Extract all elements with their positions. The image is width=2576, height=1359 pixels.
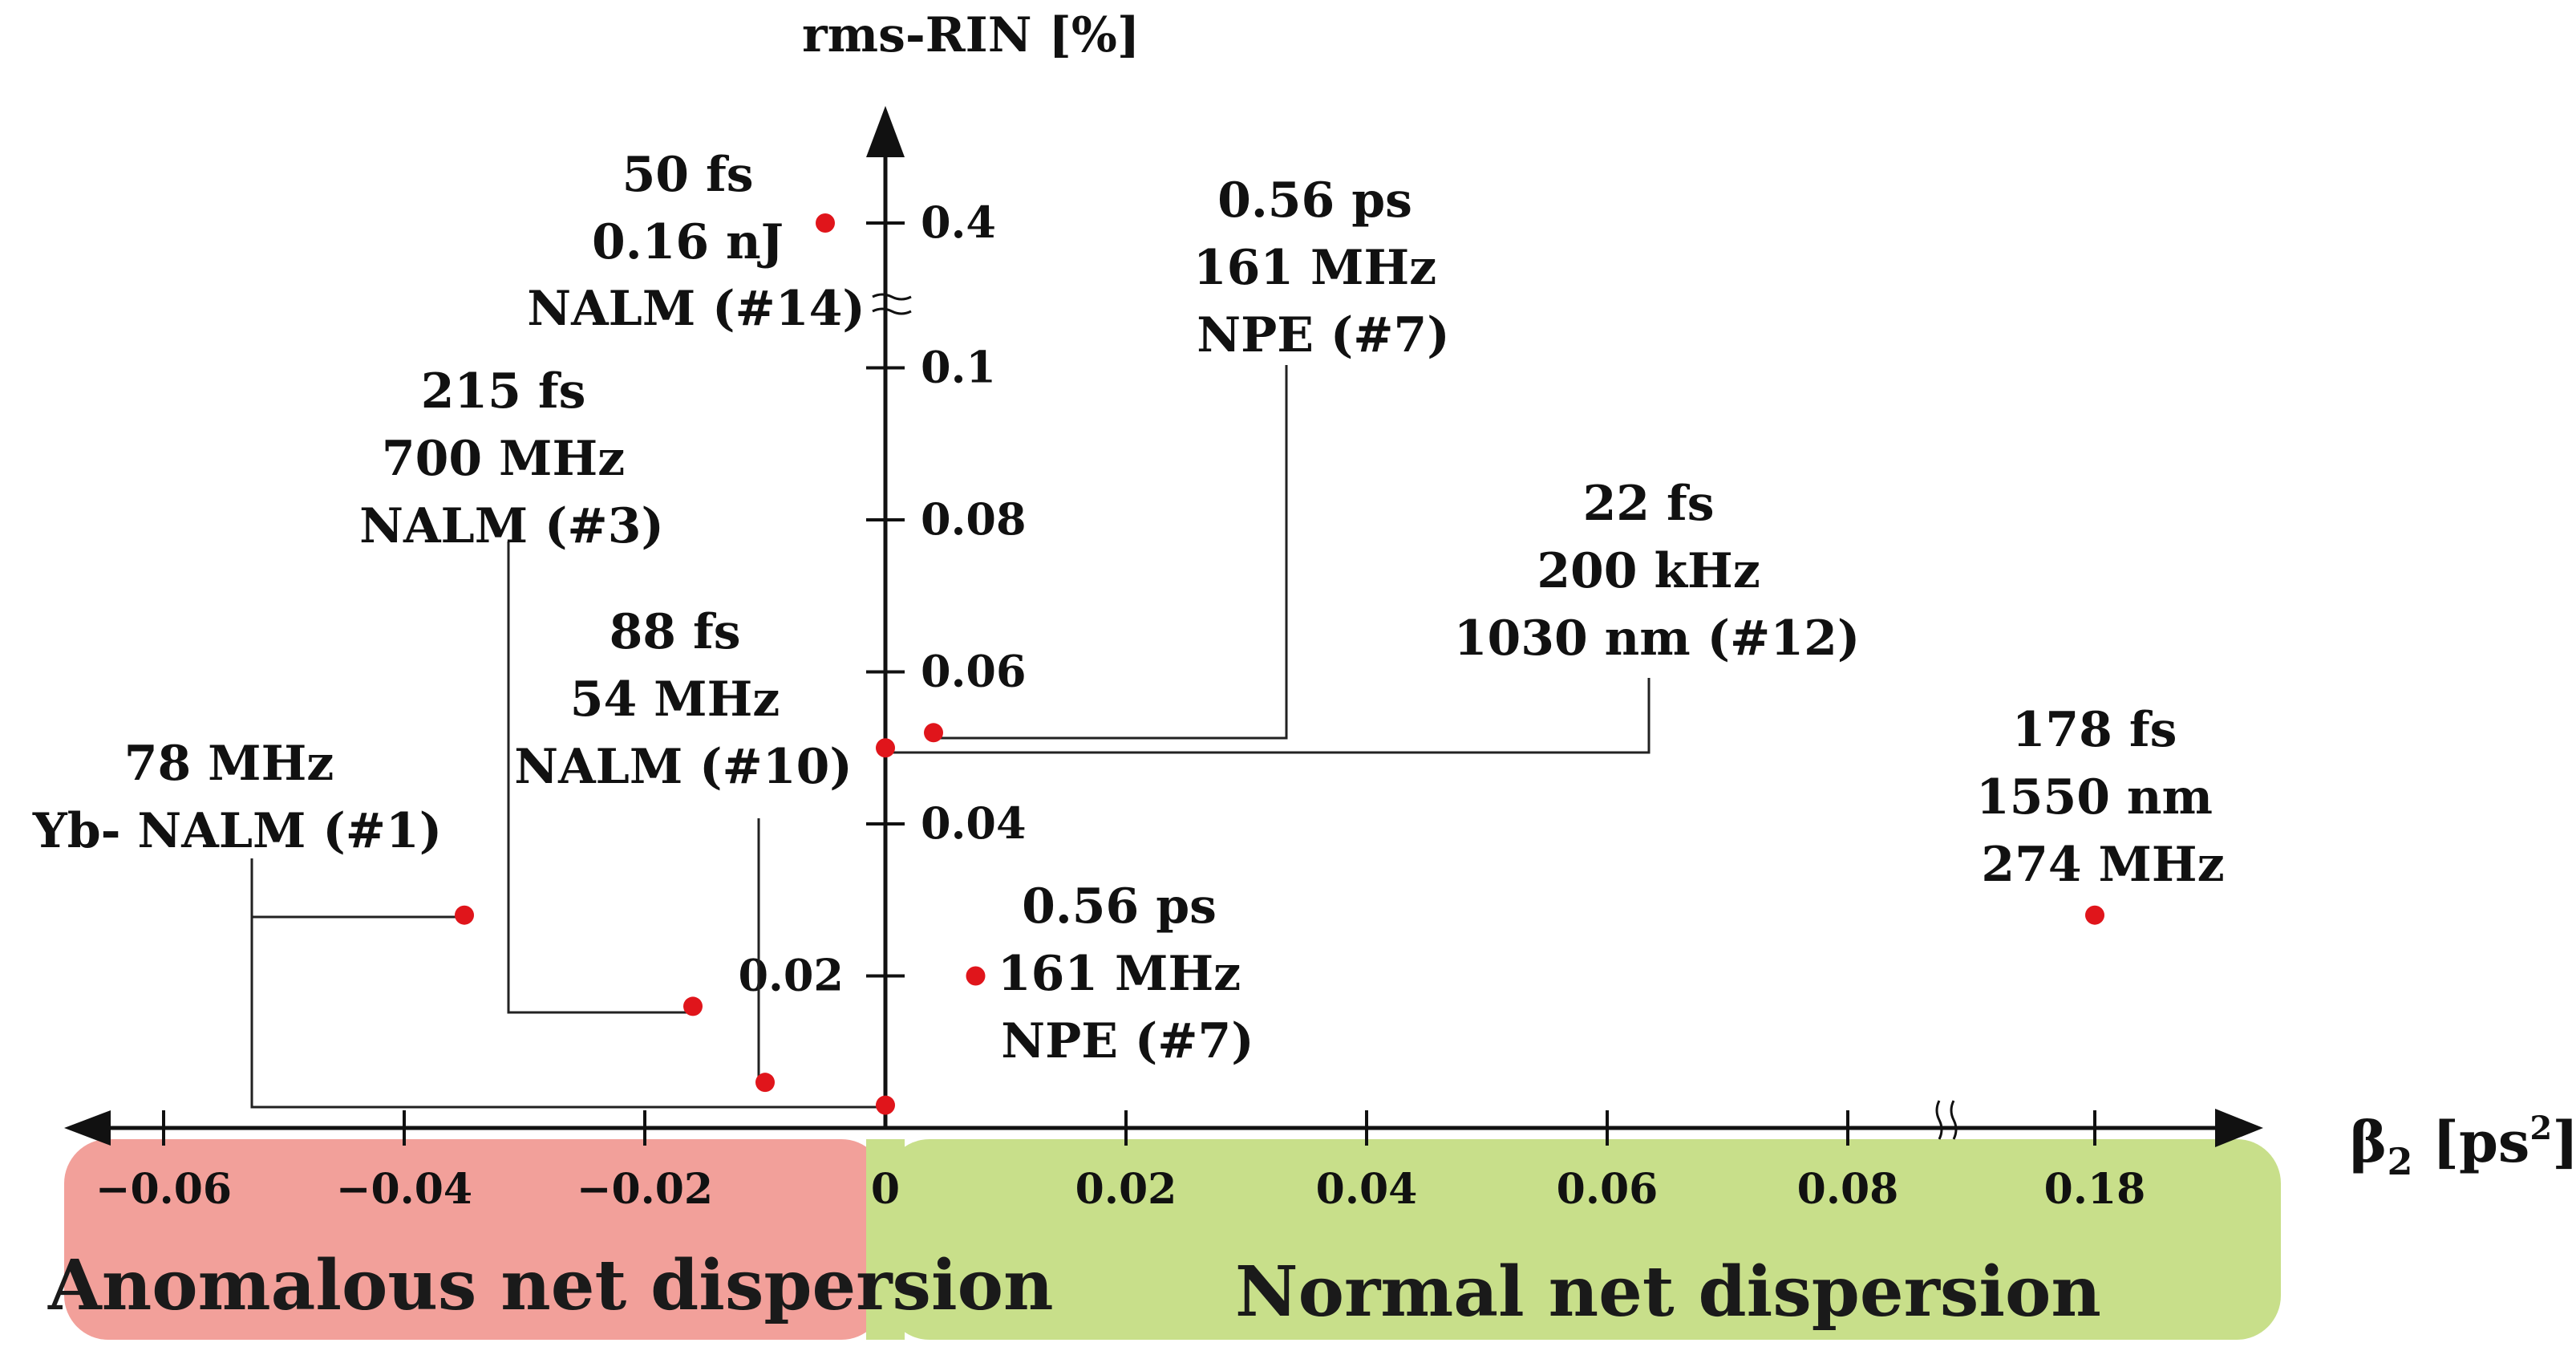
annotation-p1: 78 MHz Yb- NALM (#1) bbox=[32, 736, 442, 859]
leader-lines bbox=[250, 365, 1651, 1109]
x-axis-break-icon bbox=[1935, 1100, 1958, 1140]
x-axis-arrow-left bbox=[64, 1110, 111, 1146]
region-joint bbox=[866, 1139, 905, 1340]
x-tick-label: 0.06 bbox=[1557, 1165, 1659, 1214]
x-axis-title-subscript: 2 bbox=[2387, 1140, 2412, 1183]
x-tick-label: −0.04 bbox=[336, 1165, 472, 1214]
y-tick-label: 0.08 bbox=[921, 493, 1027, 545]
data-points bbox=[455, 213, 2104, 1115]
y-axis-arrow-up bbox=[866, 106, 905, 157]
annotation-p3-line1: 88 fs bbox=[610, 604, 741, 660]
x-axis-arrow-right bbox=[2215, 1109, 2263, 1147]
annotation-p2-line1: 215 fs bbox=[421, 363, 586, 420]
axes bbox=[64, 106, 2263, 1147]
x-tick-label: −0.02 bbox=[577, 1165, 713, 1214]
annotation-p0: 50 fs 0.16 nJ NALM (#14) bbox=[527, 147, 865, 337]
axis-ticks: −0.06 −0.04 −0.02 0 0.02 0.04 0.06 0.08 0.18 0.02… bbox=[95, 197, 2145, 1214]
x-axis-title-symbol: β bbox=[2350, 1109, 2387, 1175]
x-axis-title-close: ] bbox=[2552, 1109, 2576, 1175]
data-point bbox=[816, 213, 835, 233]
annotation-p8-line3: 274 MHz bbox=[1981, 837, 2224, 893]
x-tick-label: 0.04 bbox=[1316, 1165, 1418, 1214]
annotation-p0-line1: 50 fs bbox=[622, 147, 754, 203]
x-tick-label: −0.06 bbox=[95, 1165, 232, 1214]
annotation-p7: 0.56 ps 161 MHz NPE (#7) bbox=[998, 878, 1258, 1069]
normal-region-label: Normal net dispersion bbox=[1235, 1251, 2101, 1333]
annotation-p8-line1: 178 fs bbox=[2012, 702, 2177, 758]
normal-region bbox=[885, 1139, 2281, 1340]
annotation-p0-line3: NALM (#14) bbox=[527, 281, 865, 337]
dispersion-regions: Anomalous net dispersion Normal net disp… bbox=[47, 1139, 2281, 1340]
annotation-p1-line2: Yb- NALM (#1) bbox=[32, 803, 442, 859]
annotation-p2: 215 fs 700 MHz NALM (#3) bbox=[359, 363, 664, 554]
annotation-p0-line2: 0.16 nJ bbox=[592, 214, 784, 270]
annotation-p7-line2: 161 MHz bbox=[998, 946, 1241, 1002]
data-point bbox=[2085, 905, 2104, 925]
annotation-p3-line2: 54 MHz bbox=[570, 671, 780, 728]
annotation-p5-line1: 22 fs bbox=[1583, 476, 1715, 532]
leader-line-p5 bbox=[929, 365, 1288, 740]
annotation-p2-line2: 700 MHz bbox=[382, 431, 625, 487]
annotations: 50 fs 0.16 nJ NALM (#14) 78 MHz Yb- NALM… bbox=[32, 147, 2230, 1069]
x-axis-title-unit: [ps bbox=[2413, 1109, 2530, 1175]
data-point bbox=[683, 996, 703, 1016]
annotation-p6-line1: 0.56 ps bbox=[1217, 172, 1412, 229]
data-point bbox=[966, 966, 986, 986]
x-tick-label: 0.02 bbox=[1075, 1165, 1177, 1214]
data-point bbox=[924, 723, 943, 743]
annotation-p7-line3: NPE (#7) bbox=[1001, 1013, 1254, 1069]
annotation-p6-line2: 161 MHz bbox=[1193, 240, 1436, 296]
annotation-p5-line3: 1030 nm (#12) bbox=[1454, 611, 1860, 667]
annotation-p1-line1: 78 MHz bbox=[124, 736, 334, 792]
x-tick-label: 0.18 bbox=[2044, 1165, 2146, 1214]
y-tick-label: 0.02 bbox=[738, 950, 844, 1001]
x-tick-label: 0 bbox=[871, 1165, 900, 1214]
y-tick-label: 0.1 bbox=[921, 342, 996, 393]
x-tick-label: 0.08 bbox=[1797, 1165, 1899, 1214]
annotation-p8-line2: 1550 nm bbox=[1976, 769, 2213, 826]
leader-line-p3 bbox=[507, 542, 691, 1014]
anomalous-region bbox=[64, 1139, 885, 1340]
annotation-p2-line3: NALM (#3) bbox=[359, 498, 664, 554]
data-point bbox=[455, 905, 474, 925]
y-axis-title: rms-RIN [%] bbox=[802, 7, 1140, 63]
annotation-p3: 88 fs 54 MHz NALM (#10) bbox=[514, 604, 852, 795]
leader-line-p2 bbox=[250, 858, 885, 1109]
annotation-p5: 22 fs 200 kHz 1030 nm (#12) bbox=[1454, 476, 1860, 667]
annotation-p3-line3: NALM (#10) bbox=[514, 739, 852, 795]
leader-line-p6 bbox=[885, 678, 1651, 754]
data-point bbox=[876, 1095, 895, 1115]
x-axis-title: β2 [ps2] bbox=[2350, 1109, 2576, 1183]
annotation-p7-line1: 0.56 ps bbox=[1022, 878, 1217, 935]
annotation-p6-line3: NPE (#7) bbox=[1197, 307, 1449, 363]
y-tick-label: 0.04 bbox=[921, 797, 1027, 849]
y-tick-label: 0.06 bbox=[921, 646, 1027, 697]
anomalous-region-label: Anomalous net dispersion bbox=[47, 1245, 1054, 1326]
annotation-p5-line2: 200 kHz bbox=[1537, 543, 1760, 599]
annotation-p8: 178 fs 1550 nm 274 MHz bbox=[1976, 702, 2230, 893]
x-axis-title-superscript: 2 bbox=[2529, 1110, 2552, 1147]
annotation-p6: 0.56 ps 161 MHz NPE (#7) bbox=[1193, 172, 1453, 363]
data-point bbox=[755, 1073, 775, 1093]
data-point bbox=[876, 738, 895, 758]
y-axis-break-icon bbox=[872, 293, 912, 315]
y-tick-label: 0.4 bbox=[921, 197, 996, 248]
